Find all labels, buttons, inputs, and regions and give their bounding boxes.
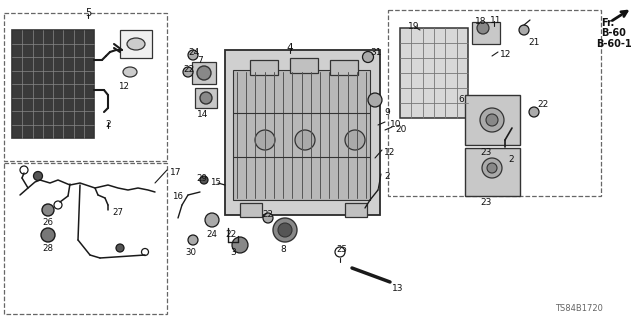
- Circle shape: [368, 93, 382, 107]
- Text: 27: 27: [112, 208, 123, 217]
- Bar: [225, 50, 380, 215]
- Text: 17: 17: [170, 168, 182, 177]
- Bar: [345, 203, 367, 217]
- Circle shape: [41, 228, 55, 242]
- Text: 23: 23: [480, 198, 492, 207]
- Circle shape: [33, 172, 42, 180]
- Bar: [465, 95, 520, 145]
- Text: 24: 24: [206, 230, 217, 239]
- Text: 31: 31: [370, 48, 381, 57]
- Ellipse shape: [123, 67, 137, 77]
- Text: 20: 20: [395, 125, 406, 134]
- Text: 22: 22: [262, 210, 273, 219]
- Circle shape: [278, 223, 292, 237]
- Bar: [120, 30, 152, 58]
- Bar: [4, 163, 167, 314]
- Text: 6: 6: [458, 95, 464, 104]
- Circle shape: [232, 237, 248, 253]
- Bar: [195, 88, 217, 108]
- Text: 22: 22: [225, 230, 236, 239]
- Text: 22: 22: [183, 65, 195, 74]
- Text: 9: 9: [384, 108, 390, 117]
- Circle shape: [42, 204, 54, 216]
- Circle shape: [519, 25, 529, 35]
- Text: TS84B1720: TS84B1720: [555, 304, 603, 313]
- Bar: [233, 70, 370, 200]
- Bar: [240, 203, 262, 217]
- Text: 3: 3: [230, 248, 236, 257]
- Text: 30: 30: [185, 248, 196, 257]
- Text: B-60-1: B-60-1: [596, 39, 632, 49]
- Text: 29: 29: [196, 174, 207, 183]
- Text: 12: 12: [500, 50, 511, 59]
- Bar: [465, 148, 520, 196]
- Text: 4: 4: [287, 43, 293, 53]
- Text: 26: 26: [42, 218, 53, 227]
- Text: 18: 18: [475, 17, 486, 26]
- Circle shape: [487, 163, 497, 173]
- Text: 22: 22: [537, 100, 548, 109]
- Bar: [330, 60, 358, 75]
- Circle shape: [183, 67, 193, 77]
- Bar: [400, 28, 468, 118]
- Text: 16: 16: [172, 192, 183, 201]
- Circle shape: [255, 130, 275, 150]
- Circle shape: [295, 130, 315, 150]
- Circle shape: [197, 66, 211, 80]
- Circle shape: [263, 213, 273, 223]
- Text: 8: 8: [280, 245, 285, 254]
- Text: 28: 28: [42, 244, 53, 253]
- Circle shape: [529, 107, 539, 117]
- Circle shape: [362, 52, 374, 62]
- Text: Fr.: Fr.: [601, 18, 614, 28]
- Circle shape: [200, 176, 208, 184]
- Text: 2: 2: [105, 120, 111, 129]
- Circle shape: [188, 235, 198, 245]
- Text: 24: 24: [188, 48, 199, 57]
- Text: 12: 12: [384, 148, 396, 157]
- Text: 2: 2: [384, 172, 390, 181]
- Circle shape: [205, 213, 219, 227]
- Circle shape: [480, 108, 504, 132]
- Ellipse shape: [127, 38, 145, 50]
- Text: 14: 14: [197, 110, 209, 119]
- Bar: [12, 30, 94, 138]
- Text: 25: 25: [336, 245, 347, 254]
- Circle shape: [486, 114, 498, 126]
- Circle shape: [116, 244, 124, 252]
- Circle shape: [482, 158, 502, 178]
- Bar: [250, 60, 278, 75]
- Bar: [388, 10, 601, 196]
- Bar: [192, 62, 216, 84]
- Text: 2: 2: [508, 155, 514, 164]
- Text: 21: 21: [528, 38, 540, 47]
- Circle shape: [477, 22, 489, 34]
- Text: B-60: B-60: [601, 28, 626, 38]
- Circle shape: [200, 92, 212, 104]
- Text: 5: 5: [85, 8, 91, 18]
- Bar: [4, 13, 167, 161]
- Text: 7: 7: [197, 56, 203, 65]
- Bar: [472, 22, 500, 44]
- Text: 12: 12: [118, 82, 129, 91]
- Text: 23: 23: [480, 148, 492, 157]
- Text: 15: 15: [210, 178, 221, 187]
- Circle shape: [345, 130, 365, 150]
- Text: 10: 10: [390, 120, 401, 129]
- Text: 11: 11: [490, 16, 502, 25]
- Circle shape: [188, 50, 198, 60]
- Text: 19: 19: [408, 22, 419, 31]
- Bar: [290, 58, 318, 73]
- Text: 13: 13: [392, 284, 403, 293]
- Circle shape: [273, 218, 297, 242]
